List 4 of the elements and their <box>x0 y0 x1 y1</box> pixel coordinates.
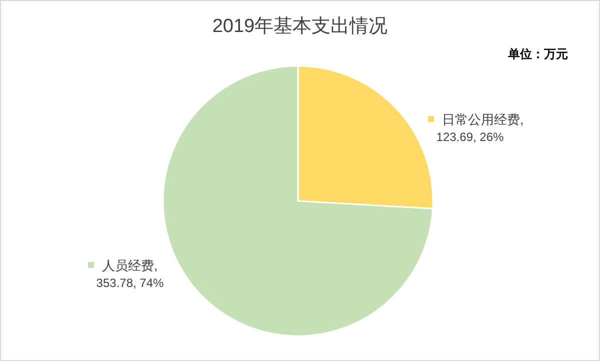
title: 2019年基本支出情况 <box>212 16 388 37</box>
label: 日常公用经费 <box>442 112 520 127</box>
annotation: 单位：万元 <box>508 47 568 61</box>
label: 人员经费 <box>102 258 154 273</box>
